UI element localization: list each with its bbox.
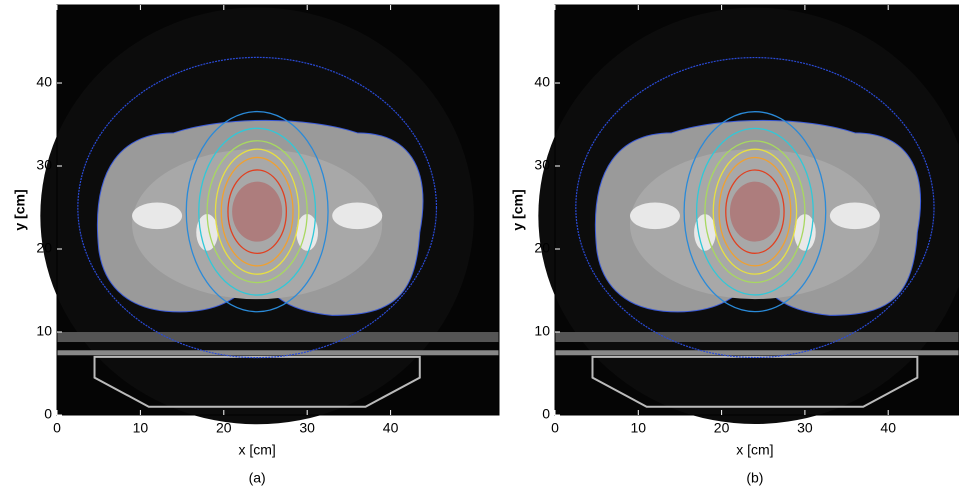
bone xyxy=(332,202,383,230)
y-tick-label: 10 xyxy=(534,323,550,339)
outer-contour xyxy=(575,56,935,359)
x-tick-label: 0 xyxy=(53,420,61,436)
table-top xyxy=(555,332,959,342)
x-axis-label: x [cm] xyxy=(238,442,275,458)
plot-frame xyxy=(56,4,500,416)
panel-caption: (b) xyxy=(746,470,763,486)
bone xyxy=(694,214,716,251)
bone xyxy=(794,214,816,251)
panel-caption: (a) xyxy=(249,470,266,486)
ct-image xyxy=(40,5,499,425)
dose-contour xyxy=(220,156,294,267)
dose-contour xyxy=(704,140,806,284)
y-tick-label: 30 xyxy=(36,157,52,173)
bone xyxy=(829,202,880,230)
table-bar xyxy=(57,350,499,356)
dose-contour xyxy=(695,127,814,296)
x-tick-label: 0 xyxy=(551,420,559,436)
x-tick-label: 40 xyxy=(383,420,399,436)
x-axis-label: x [cm] xyxy=(736,442,773,458)
y-tick-label: 20 xyxy=(36,240,52,256)
x-tick-label: 10 xyxy=(631,420,647,436)
couch xyxy=(93,355,421,408)
x-tick-label: 10 xyxy=(133,420,149,436)
dose-contour xyxy=(683,111,827,313)
y-tick-label: 0 xyxy=(542,406,550,422)
x-tick-label: 30 xyxy=(797,420,813,436)
dose-contour xyxy=(185,110,329,313)
y-axis-label: y [cm] xyxy=(12,189,28,230)
x-tick-label: 40 xyxy=(880,420,896,436)
dose-contour xyxy=(214,148,300,275)
y-tick-label: 40 xyxy=(36,74,52,90)
x-tick-label: 20 xyxy=(714,420,730,436)
dose-contour xyxy=(227,169,287,255)
bone xyxy=(132,202,183,230)
bone xyxy=(629,202,680,230)
bone xyxy=(296,214,319,251)
y-tick-label: 0 xyxy=(44,406,52,422)
x-tick-label: 30 xyxy=(299,420,315,436)
outer-contour xyxy=(77,56,438,359)
y-tick-label: 40 xyxy=(534,74,550,90)
target xyxy=(729,181,780,242)
table-bar xyxy=(555,350,959,356)
dose-contour xyxy=(718,156,792,267)
table-top xyxy=(57,332,499,343)
y-tick-label: 10 xyxy=(36,323,52,339)
dose-contour xyxy=(712,148,798,275)
target xyxy=(232,181,283,242)
y-tick-label: 30 xyxy=(534,157,550,173)
ct-image xyxy=(538,5,959,424)
x-tick-label: 20 xyxy=(216,420,232,436)
dose-contour xyxy=(198,127,317,296)
dose-contour xyxy=(725,169,785,254)
plot-frame xyxy=(554,4,959,416)
bone xyxy=(196,214,218,251)
y-tick-label: 20 xyxy=(534,240,550,256)
dose-contour xyxy=(206,140,308,284)
couch xyxy=(591,355,919,408)
y-axis-label: y [cm] xyxy=(510,189,526,230)
